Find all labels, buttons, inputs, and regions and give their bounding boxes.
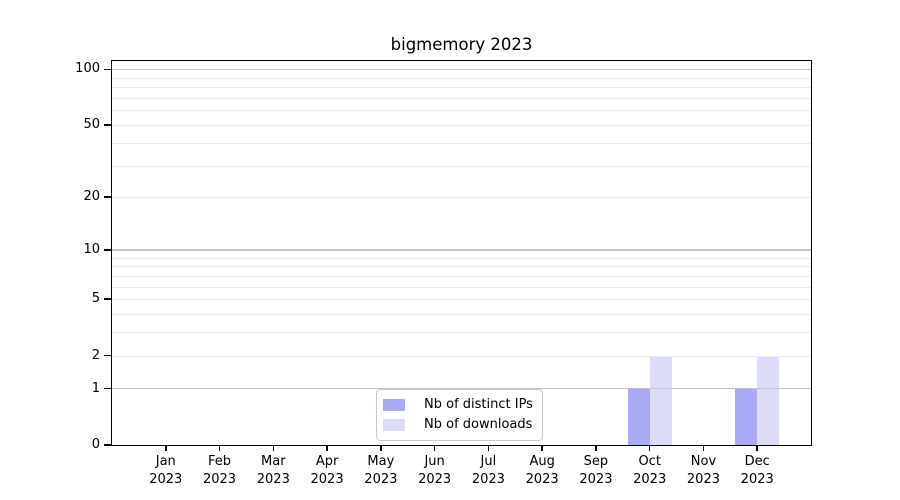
y-tick-mark xyxy=(104,354,112,357)
gridline-minor xyxy=(112,165,811,167)
y-tick-mark xyxy=(104,124,112,126)
gridline-minor xyxy=(112,314,811,316)
gridline-minor xyxy=(112,142,811,144)
y-tick-label: 50 xyxy=(83,117,100,133)
legend-item-distinct-ips: Nb of distinct IPs xyxy=(383,395,533,415)
x-tick-mark xyxy=(218,445,221,451)
legend-label-downloads: Nb of downloads xyxy=(424,417,533,432)
bars-layer xyxy=(112,61,811,445)
plot-area: 0 1 2 5 10 20 50 100 Jan 2023 Feb 2023 Mar 2023 Ap… xyxy=(75,60,812,487)
legend-swatch-downloads-icon xyxy=(383,419,405,431)
x-tick-label: May 2023 xyxy=(364,454,398,487)
gridline-major xyxy=(112,249,811,251)
y-tick-mark xyxy=(104,387,112,390)
x-tick-label: Jul 2023 xyxy=(471,454,505,487)
y-tick-mark xyxy=(104,249,112,251)
gridline-minor xyxy=(112,286,811,288)
x-tick-mark xyxy=(164,445,167,451)
chart-title: bigmemory 2023 xyxy=(390,35,533,54)
y-axis: 0 1 2 5 10 20 50 100 xyxy=(75,61,811,452)
bar-downloads-oct-2023 xyxy=(649,355,672,445)
gridline-minor xyxy=(112,299,811,301)
bar-distinct-ips-oct-2023 xyxy=(627,388,650,445)
y-tick-mark xyxy=(104,444,112,446)
x-tick-mark xyxy=(756,445,759,451)
gridline-minor xyxy=(112,197,811,199)
gridline-minor xyxy=(112,77,811,79)
gridline-minor xyxy=(112,110,811,112)
y-tick-mark xyxy=(104,298,112,300)
x-tick-label: Aug 2023 xyxy=(525,454,559,487)
legend-label-distinct-ips: Nb of distinct IPs xyxy=(424,397,533,412)
legend-item-downloads: Nb of downloads xyxy=(383,415,533,435)
y-tick-label: 2 xyxy=(91,347,100,363)
legend: Nb of distinct IPs Nb of downloads xyxy=(376,389,543,441)
gridline-minor xyxy=(112,257,811,259)
y-tick-label: 20 xyxy=(83,189,100,205)
x-tick-label: Oct 2023 xyxy=(633,454,667,487)
gridline-major xyxy=(112,388,811,390)
x-tick-mark xyxy=(380,445,382,451)
gridline-minor xyxy=(112,98,811,100)
legend-swatch-distinct-ips-icon xyxy=(383,399,405,411)
x-tick-label: Jun 2023 xyxy=(418,454,452,487)
gridlines-layer xyxy=(112,61,811,445)
gridline-minor xyxy=(112,275,811,277)
x-tick-label: Nov 2023 xyxy=(686,454,720,487)
y-tick-mark xyxy=(104,196,112,199)
y-tick-mark xyxy=(104,68,112,71)
gridline-minor xyxy=(112,355,811,357)
y-tick-label: 0 xyxy=(91,437,100,452)
bar-downloads-dec-2023 xyxy=(757,355,780,445)
gridline-minor xyxy=(112,125,811,127)
x-tick-label: Feb 2023 xyxy=(202,454,237,487)
x-tick-label: Dec 2023 xyxy=(740,454,774,487)
y-tick-label: 10 xyxy=(83,241,100,257)
x-tick-label: Apr 2023 xyxy=(310,454,344,487)
bar-distinct-ips-dec-2023 xyxy=(735,388,758,445)
gridline-major xyxy=(112,68,811,71)
x-tick-label: Sep 2023 xyxy=(579,454,613,487)
gridline-minor xyxy=(112,332,811,334)
x-tick-label: Mar 2023 xyxy=(256,454,290,487)
x-tick-mark xyxy=(648,445,651,451)
y-tick-label: 100 xyxy=(75,61,100,77)
x-tick-mark xyxy=(272,445,275,451)
x-tick-mark xyxy=(595,445,597,451)
x-tick-mark xyxy=(326,445,328,451)
x-tick-mark xyxy=(487,445,490,451)
gridline-minor xyxy=(112,266,811,268)
x-tick-label: Jan 2023 xyxy=(149,454,183,487)
x-tick-mark xyxy=(702,445,705,451)
x-tick-mark xyxy=(541,445,543,451)
gridline-minor xyxy=(112,87,811,89)
x-tick-mark xyxy=(433,445,436,451)
y-tick-label: 5 xyxy=(91,291,100,307)
y-tick-label: 1 xyxy=(91,380,100,396)
